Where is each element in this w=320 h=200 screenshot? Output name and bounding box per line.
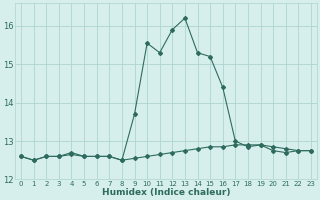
X-axis label: Humidex (Indice chaleur): Humidex (Indice chaleur) xyxy=(102,188,230,197)
